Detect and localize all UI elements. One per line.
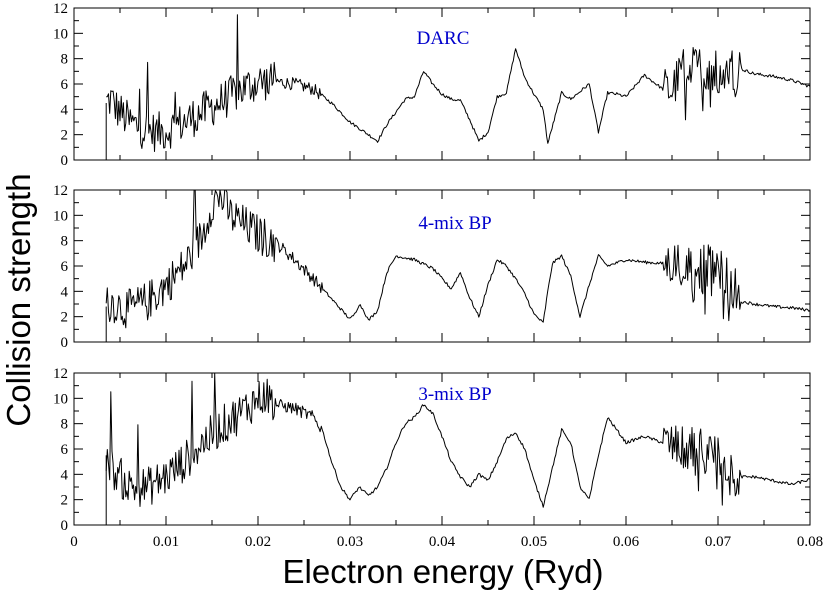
y-tick-label: 8 xyxy=(61,52,69,68)
x-tick-label: 0.03 xyxy=(337,534,363,550)
y-tick-label: 0 xyxy=(61,335,69,351)
y-tick-label: 12 xyxy=(53,183,68,199)
panel-label: 4-mix BP xyxy=(418,213,491,234)
x-axis-title: Electron energy (Ryd) xyxy=(283,553,604,590)
y-tick-label: 4 xyxy=(61,467,69,483)
y-tick-label: 0 xyxy=(61,153,69,169)
y-tick-label: 0 xyxy=(61,518,69,534)
panel-3: 0 2 4 6 8 10 12 3-mix BP xyxy=(53,366,811,534)
y-tick-label: 6 xyxy=(61,442,69,458)
y-tick-label: 4 xyxy=(61,284,69,300)
y-tick-label: 2 xyxy=(61,128,69,144)
y-tick-label: 6 xyxy=(61,77,69,93)
panel-1: 0 2 4 6 8 10 12 DARC xyxy=(53,1,811,169)
x-tick-label: 0.02 xyxy=(245,534,271,550)
x-tick-label: 0.04 xyxy=(429,534,456,550)
y-tick-label: 2 xyxy=(61,310,69,326)
y-tick-label: 10 xyxy=(53,208,68,224)
y-tick-label: 8 xyxy=(61,417,69,433)
panel-label: 3-mix BP xyxy=(418,384,491,405)
y-tick-label: 12 xyxy=(53,1,68,17)
series-line-4-mix-bp xyxy=(105,189,811,329)
series-line-darc xyxy=(106,14,811,152)
x-tick-label: 0.06 xyxy=(613,534,640,550)
x-tick-label: 0 xyxy=(70,534,78,550)
x-tick-label: 0.01 xyxy=(153,534,179,550)
panels: 0 2 4 6 8 10 12 DARC 0 2 4 6 8 10 12 4-mix BP 0 2 4 6 8 10 12 3… xyxy=(53,1,811,534)
panel-label: DARC xyxy=(417,28,470,49)
y-tick-label: 10 xyxy=(53,26,68,42)
y-tick-label: 4 xyxy=(61,102,69,118)
y-tick-label: 6 xyxy=(61,259,69,275)
y-axis-title: Collision strength xyxy=(0,173,37,426)
y-tick-label: 12 xyxy=(53,366,68,382)
series-line-3-mix-bp xyxy=(105,372,811,508)
y-tick-label: 2 xyxy=(61,493,69,509)
y-tick-label: 8 xyxy=(61,234,69,250)
x-tick-label: 0.08 xyxy=(797,534,823,550)
panel-2: 0 2 4 6 8 10 12 4-mix BP xyxy=(53,183,811,351)
x-tick-label: 0.05 xyxy=(521,534,547,550)
y-tick-label: 10 xyxy=(53,391,68,407)
x-tick-label: 0.07 xyxy=(705,534,732,550)
x-tick-labels: 0 0.01 0.02 0.03 0.04 0.05 0.06 0.07 0.08 xyxy=(70,534,823,550)
